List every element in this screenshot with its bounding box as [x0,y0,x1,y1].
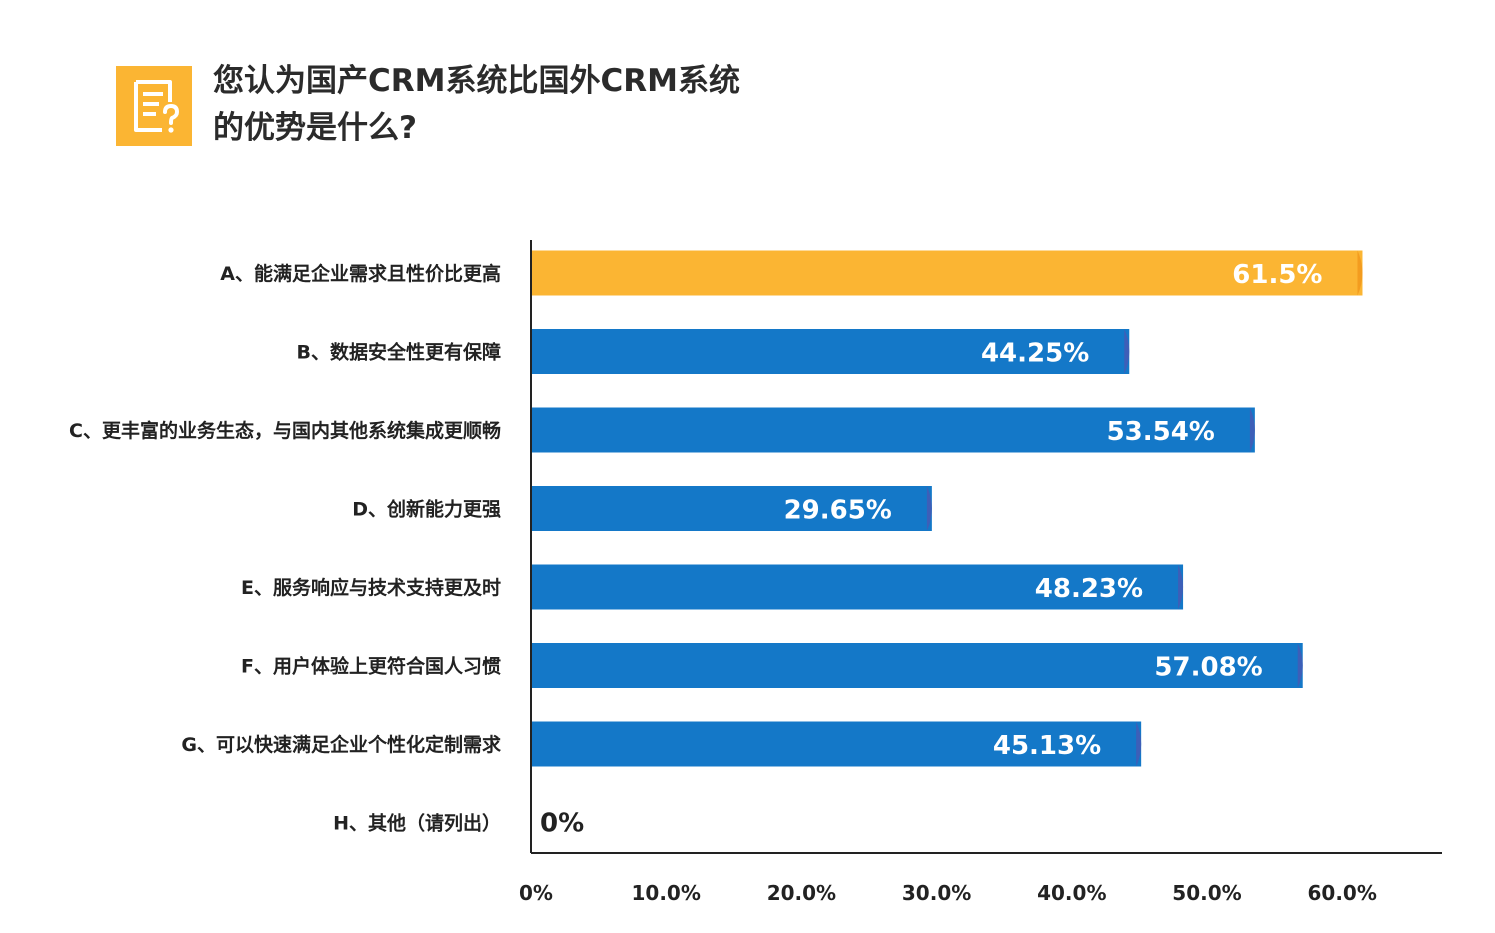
bar-end-cap [926,486,932,531]
bar [531,329,1130,374]
x-tick-label: 50.0% [1172,881,1241,905]
x-tick-label: 0% [519,881,553,905]
bar [531,721,1142,767]
bar-end-cap [1136,721,1142,767]
chart-title-line-1: 您认为国产CRM系统比国外CRM系统 [213,63,740,99]
bar [531,250,1363,296]
bar-end-cap [1297,643,1303,688]
value-label: 45.13% [993,731,1101,761]
question-document-icon [116,66,192,146]
category-label: A、能满足企业需求且性价比更高 [220,262,501,285]
x-tick-label: 40.0% [1037,881,1106,905]
x-tick-label: 20.0% [767,881,836,905]
chart-title: 您认为国产CRM系统比国外CRM系统 的优势是什么? [213,58,740,152]
bar [531,643,1303,688]
value-label: 29.65% [784,496,892,526]
category-label: G、可以快速满足企业个性化定制需求 [181,733,502,756]
category-label: H、其他（请列出） [333,812,501,835]
bar-end-cap [1178,564,1184,610]
x-tick-label: 10.0% [632,881,701,905]
category-label: C、更丰富的业务生态，与国内其他系统集成更顺畅 [69,419,501,442]
bar [531,564,1184,610]
bar [531,407,1255,453]
value-label: 0% [540,809,584,839]
value-label: 53.54% [1107,417,1215,447]
category-label: B、数据安全性更有保障 [297,341,501,364]
x-tick-label: 30.0% [902,881,971,905]
value-label: 48.23% [1035,574,1143,604]
value-label: 44.25% [981,339,1089,369]
value-label: 61.5% [1232,260,1322,290]
bar [531,486,932,531]
value-label: 57.08% [1154,653,1262,683]
category-label: F、用户体验上更符合国人习惯 [241,655,501,678]
bar-end-cap [1124,329,1130,374]
chart-title-line-2: 的优势是什么? [213,110,417,146]
bar-end-cap [1357,250,1363,296]
x-tick-label: 60.0% [1308,881,1377,905]
bar-end-cap [1249,407,1255,453]
category-label: E、服务响应与技术支持更及时 [241,576,501,599]
category-label: D、创新能力更强 [352,498,501,521]
